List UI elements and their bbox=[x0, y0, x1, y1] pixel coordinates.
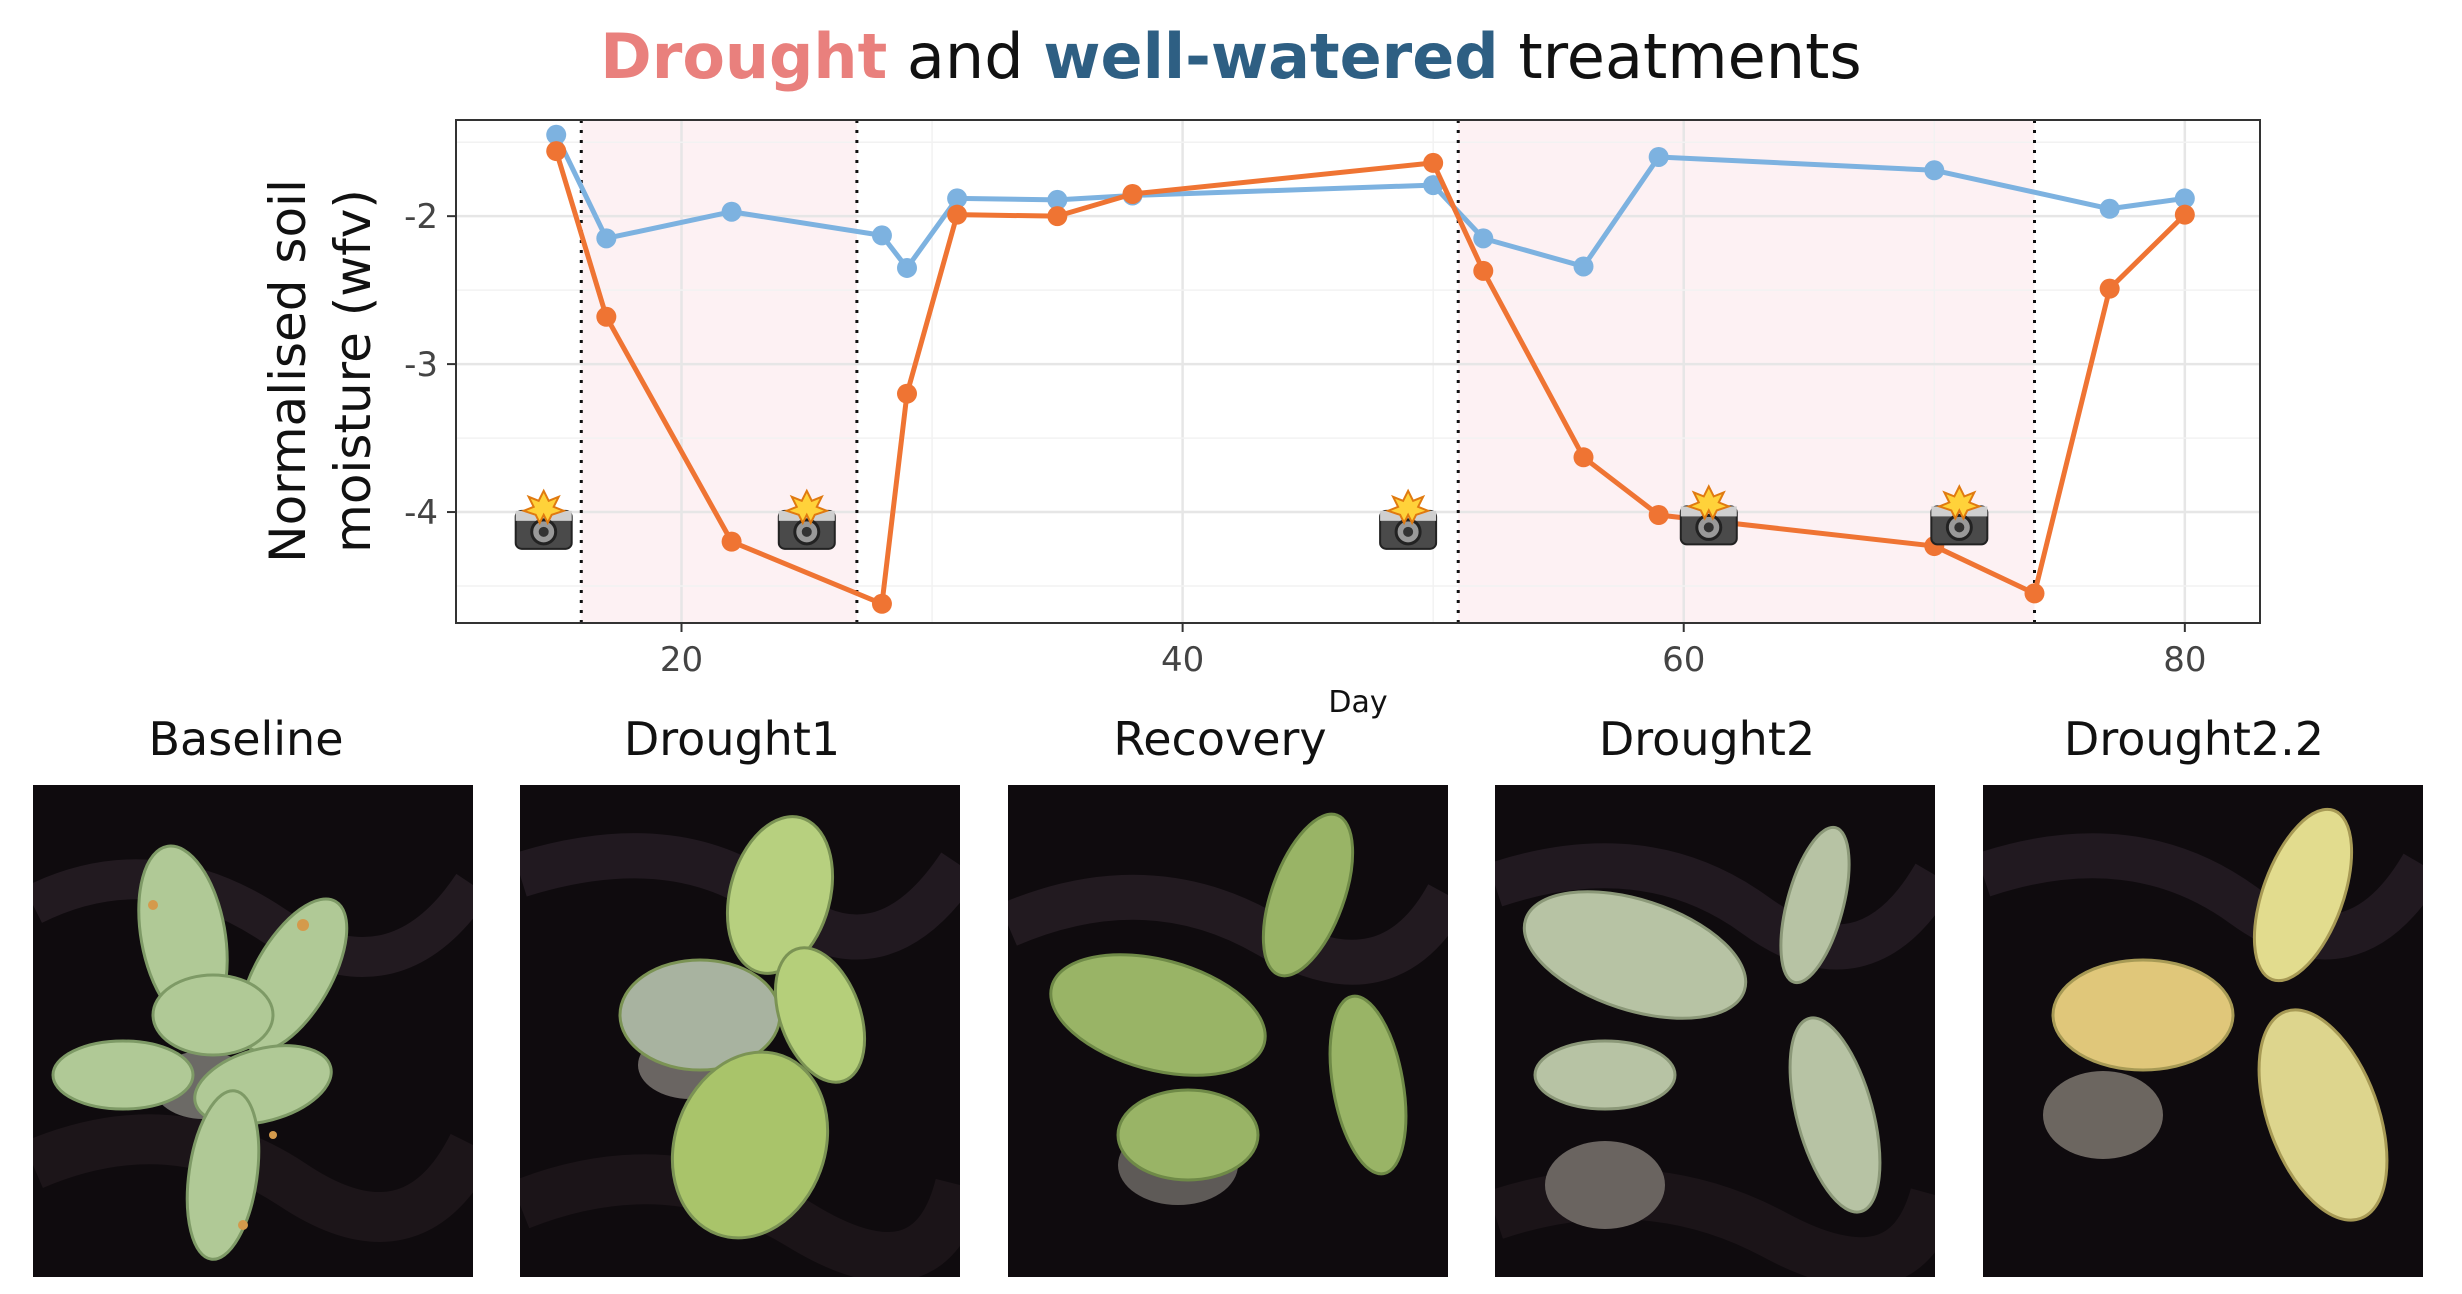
camera-flash bbox=[1685, 484, 1732, 521]
data-point-well-watered bbox=[1648, 146, 1669, 167]
title-and: and bbox=[887, 20, 1044, 93]
data-point-drought bbox=[596, 306, 617, 327]
x-tick-label: 40 bbox=[1161, 640, 1204, 680]
plant-photo-drought2-2 bbox=[1983, 785, 2423, 1277]
camera-lens-center bbox=[1403, 526, 1414, 537]
camera-flash bbox=[1936, 484, 1983, 521]
camera-lens-center bbox=[1954, 522, 1965, 533]
camera-lens-center bbox=[1703, 522, 1714, 533]
data-point-well-watered bbox=[546, 124, 567, 145]
data-point-well-watered bbox=[947, 188, 968, 209]
data-point-drought bbox=[2024, 583, 2045, 604]
data-point-well-watered bbox=[2099, 198, 2120, 219]
data-point-well-watered bbox=[1423, 175, 1444, 196]
data-point-well-watered bbox=[2174, 188, 2195, 209]
data-point-drought bbox=[897, 383, 917, 404]
data-point-drought bbox=[721, 531, 742, 552]
data-point-drought bbox=[1473, 260, 1494, 281]
chart-title: Drought and well-watered treatments bbox=[0, 20, 2462, 93]
camera-lens-center bbox=[801, 526, 812, 537]
plant-photo-drought2 bbox=[1495, 785, 1935, 1277]
data-point-well-watered bbox=[1924, 160, 1945, 181]
data-point-well-watered bbox=[1473, 228, 1494, 249]
data-point-well-watered bbox=[1573, 256, 1594, 277]
data-point-drought bbox=[1423, 152, 1444, 173]
title-drought: Drought bbox=[600, 20, 888, 93]
data-point-drought bbox=[1648, 505, 1669, 526]
drought-period-shade-2 bbox=[1458, 120, 2035, 623]
photo-label-drought2: Drought2 bbox=[1598, 712, 1816, 766]
data-point-drought bbox=[546, 141, 567, 162]
soil-moisture-chart: 20 40 60 80 -2 -3 -4 Day Normalised soil moist… bbox=[259, 119, 2261, 720]
data-point-well-watered bbox=[596, 228, 617, 249]
photo-label-drought1: Drought1 bbox=[623, 712, 841, 766]
data-point-well-watered bbox=[897, 257, 917, 278]
data-point-drought bbox=[1122, 183, 1143, 204]
title-treatments: treatments bbox=[1498, 20, 1862, 93]
plant-photo-baseline bbox=[33, 785, 473, 1277]
data-point-drought bbox=[1573, 447, 1594, 468]
plant-photo-recovery bbox=[1008, 785, 1448, 1277]
camera-flash bbox=[520, 488, 567, 526]
camera-flash-icon bbox=[1679, 484, 1738, 546]
y-axis-label-line1: Normalised soil bbox=[259, 179, 317, 563]
data-point-drought bbox=[2174, 204, 2195, 225]
data-point-drought bbox=[947, 204, 968, 225]
camera-flash-icon bbox=[1379, 488, 1438, 550]
camera-flash-icon bbox=[514, 488, 573, 550]
plot-frame bbox=[455, 119, 2261, 624]
camera-flash-icon bbox=[777, 488, 836, 550]
camera-flash-icon bbox=[1930, 484, 1989, 546]
x-tick-label: 80 bbox=[2163, 640, 2206, 680]
plant-photo-drought1 bbox=[520, 785, 960, 1277]
data-point-well-watered bbox=[871, 225, 892, 246]
x-tick-label: 60 bbox=[1662, 640, 1705, 680]
y-axis-label-line2: moisture (wfv) bbox=[324, 189, 382, 553]
photo-label-baseline: Baseline bbox=[148, 712, 344, 766]
y-tick-label: -3 bbox=[404, 345, 438, 385]
data-point-drought bbox=[1047, 206, 1068, 227]
photo-label-drought2-2: Drought2.2 bbox=[2063, 712, 2325, 766]
x-tick-label: 20 bbox=[660, 640, 703, 680]
y-tick-label: -4 bbox=[404, 493, 438, 533]
series-line-drought bbox=[553, 150, 2187, 607]
camera-flash bbox=[783, 488, 830, 526]
camera-lens-center bbox=[538, 526, 549, 537]
photo-label-recovery: Recovery bbox=[1113, 712, 1327, 766]
data-point-well-watered bbox=[1047, 189, 1068, 210]
y-tick-label: -2 bbox=[404, 197, 438, 237]
camera-flash bbox=[1385, 488, 1432, 526]
data-point-well-watered bbox=[721, 201, 742, 222]
data-point-drought bbox=[871, 593, 892, 614]
data-point-drought bbox=[2099, 278, 2120, 299]
x-axis-label: Day bbox=[1328, 685, 1387, 720]
title-well-watered: well-watered bbox=[1043, 20, 1499, 93]
